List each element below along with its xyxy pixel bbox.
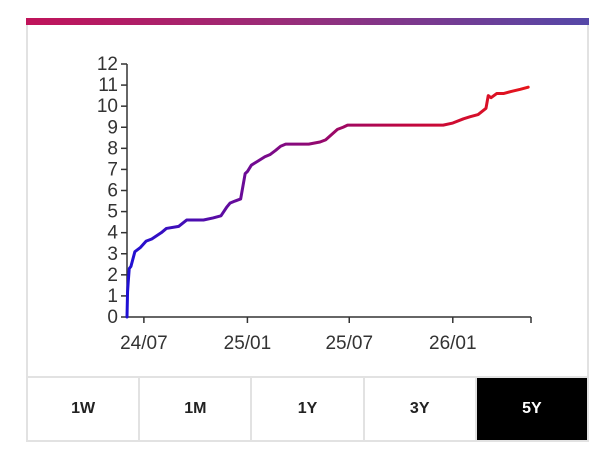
x-tick-label: 25/01 [224,333,272,354]
y-tick-label: 8 [107,138,118,159]
tab-1y[interactable]: 1Y [252,378,365,440]
series-layer [125,85,530,319]
tab-5y[interactable]: 5Y [476,378,588,440]
x-tick-label: 25/07 [325,333,373,354]
y-tick-label: 0 [107,307,118,328]
y-tick-label: 2 [107,265,118,286]
tab-1w[interactable]: 1W [28,378,141,440]
series-line-0 [125,85,530,319]
y-tick-label: 11 [98,75,118,96]
y-tick-label: 10 [97,96,118,117]
x-axis: 24/07 25/01 25/07 26/01 [120,316,532,354]
tab-1m[interactable]: 1M [140,378,253,440]
y-tick-label: 12 [97,54,118,75]
y-tick-label: 5 [107,202,118,223]
y-tick-label: 4 [107,223,118,244]
y-tick-label: 1 [107,286,118,307]
y-tick-label: 6 [107,181,118,202]
y-tick-label: 7 [107,159,118,180]
y-tick-label: 3 [107,244,118,265]
accent-bar [26,18,589,25]
x-tick-label: 26/01 [429,333,477,354]
tab-3y[interactable]: 3Y [364,378,477,440]
y-tick-label: 9 [107,117,118,138]
performance-chart-widget: 0 1 2 3 4 5 6 7 8 9 10 11 12 24/07 25/01 25/07 26/01 1W… [26,18,589,442]
range-tabs: 1W 1M 1Y 3Y 5Y [28,376,588,440]
x-tick-label: 24/07 [120,333,168,354]
